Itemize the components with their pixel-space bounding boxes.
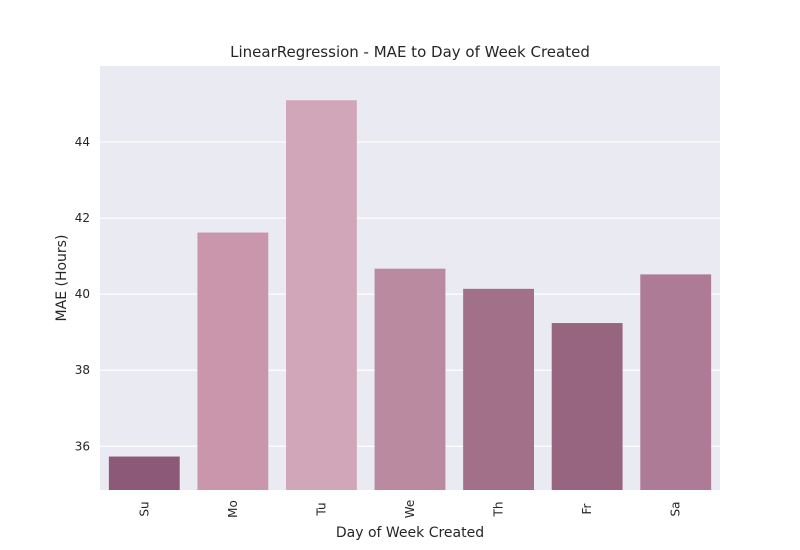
y-tick-label: 38 [75, 363, 90, 377]
bar-th [463, 288, 534, 490]
x-tick-label: Sa [669, 502, 683, 517]
y-tick-label: 42 [75, 211, 90, 225]
y-tick-label: 44 [75, 135, 90, 149]
bar-su [108, 456, 180, 490]
chart-title: LinearRegression - MAE to Day of Week Cr… [230, 43, 590, 61]
x-axis-label: Day of Week Created [336, 525, 484, 541]
bar-mo [197, 232, 269, 490]
x-tick-label: Th [492, 502, 506, 518]
bar-tu [286, 100, 357, 490]
bar-fr [551, 323, 623, 490]
x-tick-label: Fr [580, 503, 594, 514]
x-tick-label: We [403, 500, 417, 519]
bars [108, 100, 712, 490]
x-tick-label: Tu [314, 502, 328, 516]
bar-sa [640, 274, 712, 490]
x-tick-labels: Su Mo Tu We Th Fr Sa [137, 500, 682, 519]
y-tick-label: 36 [75, 439, 90, 453]
y-tick-label: 40 [75, 287, 90, 301]
y-axis-label: MAE (Hours) [54, 235, 70, 322]
x-tick-label: Mo [226, 500, 240, 518]
bar-we [374, 268, 446, 490]
y-tick-labels: 36 38 40 42 44 [75, 135, 90, 453]
x-tick-label: Su [137, 501, 151, 516]
